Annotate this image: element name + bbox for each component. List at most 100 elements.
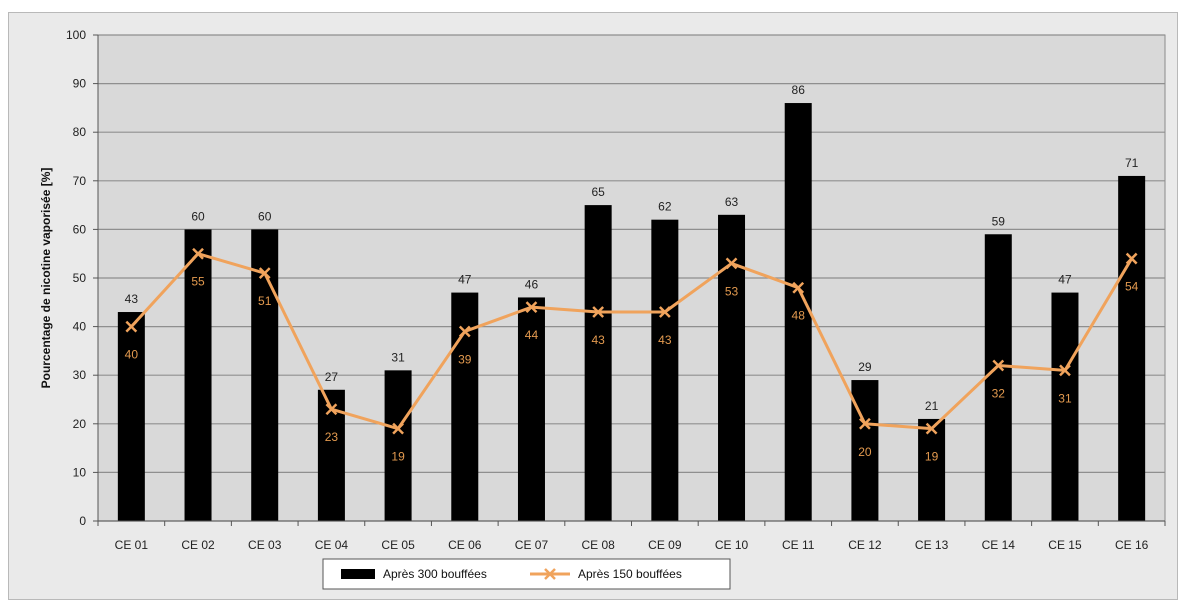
- line-point: [925, 422, 938, 435]
- x-tick-label: CE 09: [648, 538, 682, 552]
- line-point: [392, 422, 404, 435]
- legend-bar-swatch: [341, 569, 375, 579]
- bar-value-label: 59: [992, 214, 1006, 228]
- y-tick-label: 10: [73, 465, 87, 479]
- y-axis-title: Pourcentage de nicotine vaporisée [%]: [39, 168, 53, 389]
- x-tick-label: CE 12: [848, 538, 882, 552]
- x-tick-label: CE 07: [515, 538, 549, 552]
- line-point: [658, 306, 671, 318]
- x-tick-label: CE 06: [448, 538, 482, 552]
- bar-series: [117, 103, 1146, 521]
- x-axis-ticks: CE 01 CE 02 CE 03 CE 04 CE 05 CE 06 CE 07 CE 08…: [97, 520, 1166, 552]
- bar-value-label: 29: [858, 360, 872, 374]
- bar-value-label: 60: [258, 209, 272, 223]
- line-point: [525, 301, 538, 314]
- line-value-label: 48: [792, 309, 806, 323]
- bar: [584, 205, 612, 521]
- legend-line-marker: [544, 568, 556, 580]
- line-value-label: 39: [458, 352, 472, 366]
- line-value-label: 20: [858, 445, 872, 459]
- bar: [384, 370, 412, 521]
- line-value-label: 32: [992, 386, 1006, 400]
- bar: [918, 418, 946, 521]
- bar-value-label: 27: [325, 370, 339, 384]
- bar-value-label: 71: [1125, 156, 1139, 170]
- line-point: [859, 417, 871, 430]
- legend-bar-label: Après 300 bouffées: [383, 567, 487, 581]
- series-line: [130, 252, 1133, 431]
- y-tick-label: 90: [73, 77, 87, 91]
- bar-value-label: 60: [191, 209, 205, 223]
- line-point: [592, 306, 605, 318]
- bar-value-label: 43: [125, 292, 139, 306]
- bar: [517, 297, 545, 521]
- x-tick-label: CE 02: [181, 538, 215, 552]
- bar: [718, 214, 746, 521]
- x-tick-label: CE 05: [381, 538, 415, 552]
- line-point: [258, 267, 271, 280]
- bar-value-label: 21: [925, 399, 939, 413]
- x-tick-label: CE 11: [782, 538, 815, 552]
- bar-value-label: 31: [391, 350, 405, 364]
- line-point: [458, 325, 471, 338]
- y-tick-label: 0: [79, 514, 86, 528]
- x-tick-label: CE 03: [248, 538, 282, 552]
- x-tick-label: CE 01: [115, 538, 149, 552]
- line-point: [725, 257, 738, 270]
- bar: [984, 234, 1012, 521]
- x-tick-label: CE 14: [982, 538, 1016, 552]
- bar-value-label: 63: [725, 195, 739, 209]
- line-point: [192, 247, 204, 260]
- bar-value-label: 86: [792, 83, 806, 97]
- line-value-label: 55: [191, 275, 205, 289]
- bar-data-labels: 43 60 60 27 31 47 46 65 62 63 86 29 21 59 47 71: [125, 83, 1139, 413]
- line-series: [125, 247, 1138, 435]
- line-value-label: 19: [925, 450, 939, 464]
- line-point: [792, 281, 805, 294]
- line-value-label: 44: [525, 328, 539, 342]
- line-point: [325, 403, 338, 416]
- y-tick-label: 70: [73, 174, 87, 188]
- bar: [651, 219, 679, 521]
- line-point: [1125, 252, 1138, 265]
- line-value-label: 19: [391, 450, 405, 464]
- x-tick-label: CE 10: [715, 538, 749, 552]
- x-tick-label: CE 13: [915, 538, 949, 552]
- line-value-label: 53: [725, 284, 739, 298]
- y-tick-label: 100: [66, 28, 86, 42]
- line-point: [1059, 364, 1071, 377]
- legend-box: [322, 558, 731, 590]
- bar: [1118, 175, 1146, 521]
- x-tick-label: CE 04: [315, 538, 349, 552]
- bar: [251, 229, 279, 521]
- bar-value-label: 47: [1058, 273, 1072, 287]
- x-tick-label: CE 16: [1115, 538, 1149, 552]
- bar: [117, 312, 145, 521]
- line-value-label: 31: [1058, 391, 1072, 405]
- line-data-labels: 40 55 51 23 19 39 44 43 43 53 48 20 19 32 31 54: [125, 275, 1139, 464]
- line-value-label: 40: [125, 348, 139, 362]
- bar-value-label: 65: [591, 185, 605, 199]
- bar: [784, 103, 812, 521]
- y-tick-label: 30: [73, 368, 87, 382]
- y-tick-label: 80: [73, 125, 87, 139]
- y-tick-label: 40: [73, 320, 87, 334]
- y-tick-label: 60: [73, 222, 87, 236]
- y-axis-ticks: 0 10 20 30 40 50 60 70 80 90 100: [66, 28, 99, 528]
- bar-value-label: 47: [458, 273, 472, 287]
- y-tick-label: 20: [73, 417, 87, 431]
- bar: [184, 229, 212, 521]
- line-point: [125, 320, 138, 333]
- y-tick-label: 50: [73, 271, 87, 285]
- line-value-label: 43: [658, 333, 672, 347]
- bar: [1051, 292, 1079, 521]
- line-value-label: 23: [325, 430, 339, 444]
- legend-line-label: Après 150 bouffées: [578, 567, 682, 581]
- line-value-label: 43: [591, 333, 605, 347]
- bar-value-label: 46: [525, 277, 539, 291]
- line-value-label: 51: [258, 294, 272, 308]
- bar-value-label: 62: [658, 200, 672, 214]
- line-value-label: 54: [1125, 280, 1139, 294]
- line-point: [992, 359, 1005, 372]
